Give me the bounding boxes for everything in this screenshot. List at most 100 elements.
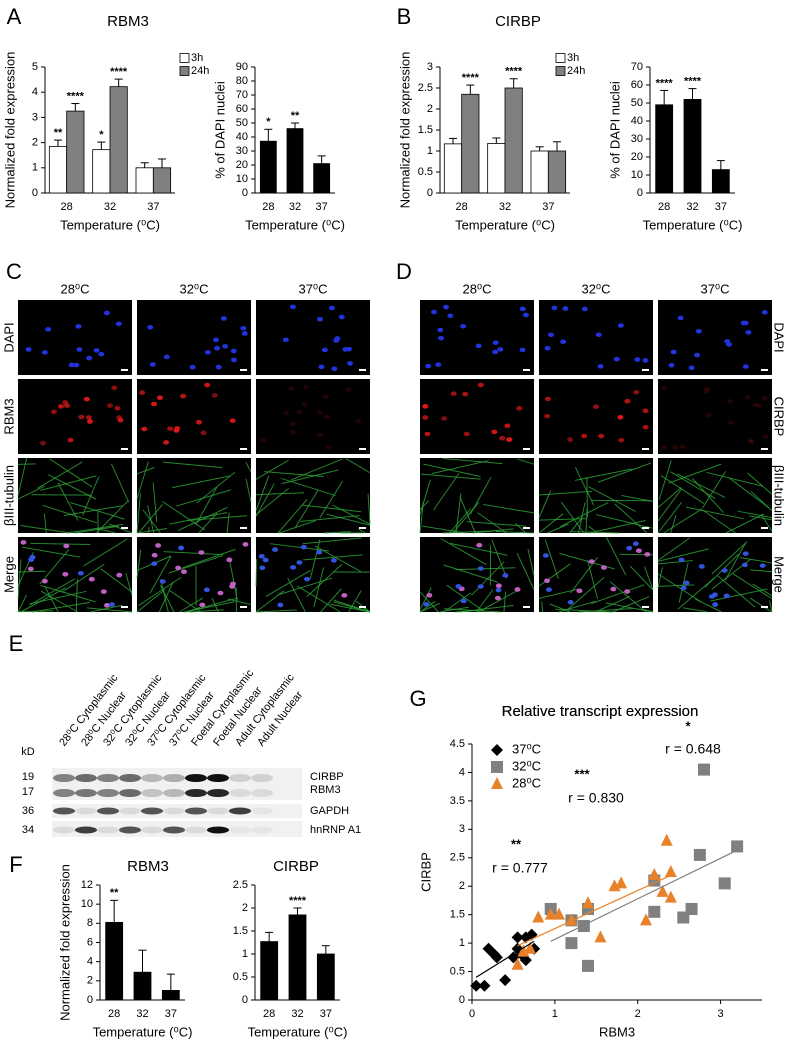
nucleus — [217, 590, 224, 596]
neurite — [472, 528, 514, 534]
neurite — [590, 584, 645, 605]
significance: **** — [67, 90, 85, 102]
neurite — [100, 568, 133, 593]
point — [698, 763, 710, 776]
nucleus — [107, 403, 114, 408]
neurite — [332, 504, 371, 525]
bar — [487, 143, 506, 194]
nucleus — [761, 396, 768, 401]
neurite — [255, 483, 275, 517]
nucleus — [114, 405, 121, 411]
point — [664, 890, 677, 903]
x-axis-label: Temperature (⁰C) — [643, 217, 743, 232]
nucleus — [633, 390, 640, 395]
neurite — [605, 602, 654, 613]
x-tick-label: 28 — [263, 1008, 275, 1020]
y-tick-label: 80 — [236, 75, 248, 87]
nucleus — [761, 310, 768, 315]
neurite — [136, 549, 142, 578]
neurite — [269, 543, 329, 552]
point — [648, 905, 661, 918]
nucleus — [435, 362, 442, 367]
nucleus — [167, 426, 174, 431]
nucleus — [103, 310, 110, 316]
blot-band — [97, 789, 119, 797]
point — [511, 957, 524, 970]
blot-band — [185, 807, 207, 815]
x-axis-label: Temperature (⁰C) — [248, 1024, 348, 1039]
neurite — [419, 601, 436, 613]
x-tick-label: 28 — [456, 201, 468, 213]
bar — [443, 143, 463, 194]
nucleus — [277, 602, 284, 608]
nucleus — [618, 437, 625, 443]
nucleus — [173, 428, 180, 433]
y-tick-label: 20 — [631, 151, 643, 163]
significance: **** — [505, 66, 523, 78]
y-tick-label: 4 — [87, 956, 93, 968]
neurite — [39, 549, 70, 585]
neurite — [152, 482, 158, 523]
x-tick-label: 1 — [552, 1008, 558, 1020]
kd-marker: 17 — [22, 786, 34, 798]
neurite — [326, 513, 371, 526]
neurite — [586, 559, 599, 600]
nucleus — [504, 423, 511, 429]
y-tick-label: 0 — [427, 187, 433, 199]
neurite — [748, 515, 773, 521]
y-tick-label: 8 — [87, 917, 93, 929]
point — [718, 877, 731, 890]
neurite — [138, 576, 182, 606]
panel-label: A — [7, 4, 22, 29]
panel-label: F — [9, 852, 22, 877]
nucleus — [290, 430, 297, 435]
nucleus — [88, 576, 95, 582]
y-axis-label: Normalized fold expression — [397, 52, 412, 209]
nucleus — [212, 337, 219, 343]
nucleus — [642, 424, 649, 430]
neurite — [443, 564, 498, 583]
significance: **** — [684, 76, 702, 88]
y-tick-label: 1.5 — [418, 124, 433, 136]
nucleus — [289, 421, 296, 427]
blot-band — [229, 807, 251, 815]
nucleus — [677, 315, 684, 321]
neurite — [17, 594, 28, 613]
legend-label: 24h — [567, 65, 585, 77]
neurite — [676, 473, 726, 499]
blot-unit: kD — [21, 746, 35, 758]
nucleus — [705, 412, 712, 418]
neurite — [514, 522, 527, 534]
column-label: 32⁰C — [179, 281, 208, 296]
neurite — [136, 528, 167, 534]
nucleus — [45, 327, 52, 332]
nucleus — [25, 347, 32, 352]
neurite — [419, 602, 441, 613]
neurite — [538, 490, 593, 496]
chart-title: Relative transcript expression — [502, 703, 699, 720]
y-axis-label: Normalized fold expression — [2, 52, 17, 209]
significance: ** — [291, 110, 300, 122]
significance: **** — [289, 895, 307, 907]
y-tick-label: 40 — [236, 131, 248, 143]
neurite — [657, 548, 709, 562]
nucleus — [476, 542, 483, 548]
nucleus — [86, 419, 93, 424]
band-label: hnRNP A1 — [310, 824, 361, 836]
nucleus — [668, 362, 675, 368]
nucleus — [424, 431, 431, 437]
bar — [161, 990, 180, 1001]
nucleus — [497, 347, 504, 352]
micrograph — [137, 379, 251, 454]
neurite — [569, 516, 584, 534]
nucleus — [519, 347, 526, 353]
neurite — [717, 575, 756, 608]
nucleus — [78, 414, 85, 420]
point — [582, 896, 594, 909]
legend-swatch — [555, 66, 566, 76]
nucleus — [204, 350, 211, 355]
y-tick-label: 0 — [637, 187, 643, 199]
kd-marker: 34 — [22, 824, 34, 836]
nucleus — [492, 349, 499, 355]
y-tick-label: 50 — [236, 117, 248, 129]
